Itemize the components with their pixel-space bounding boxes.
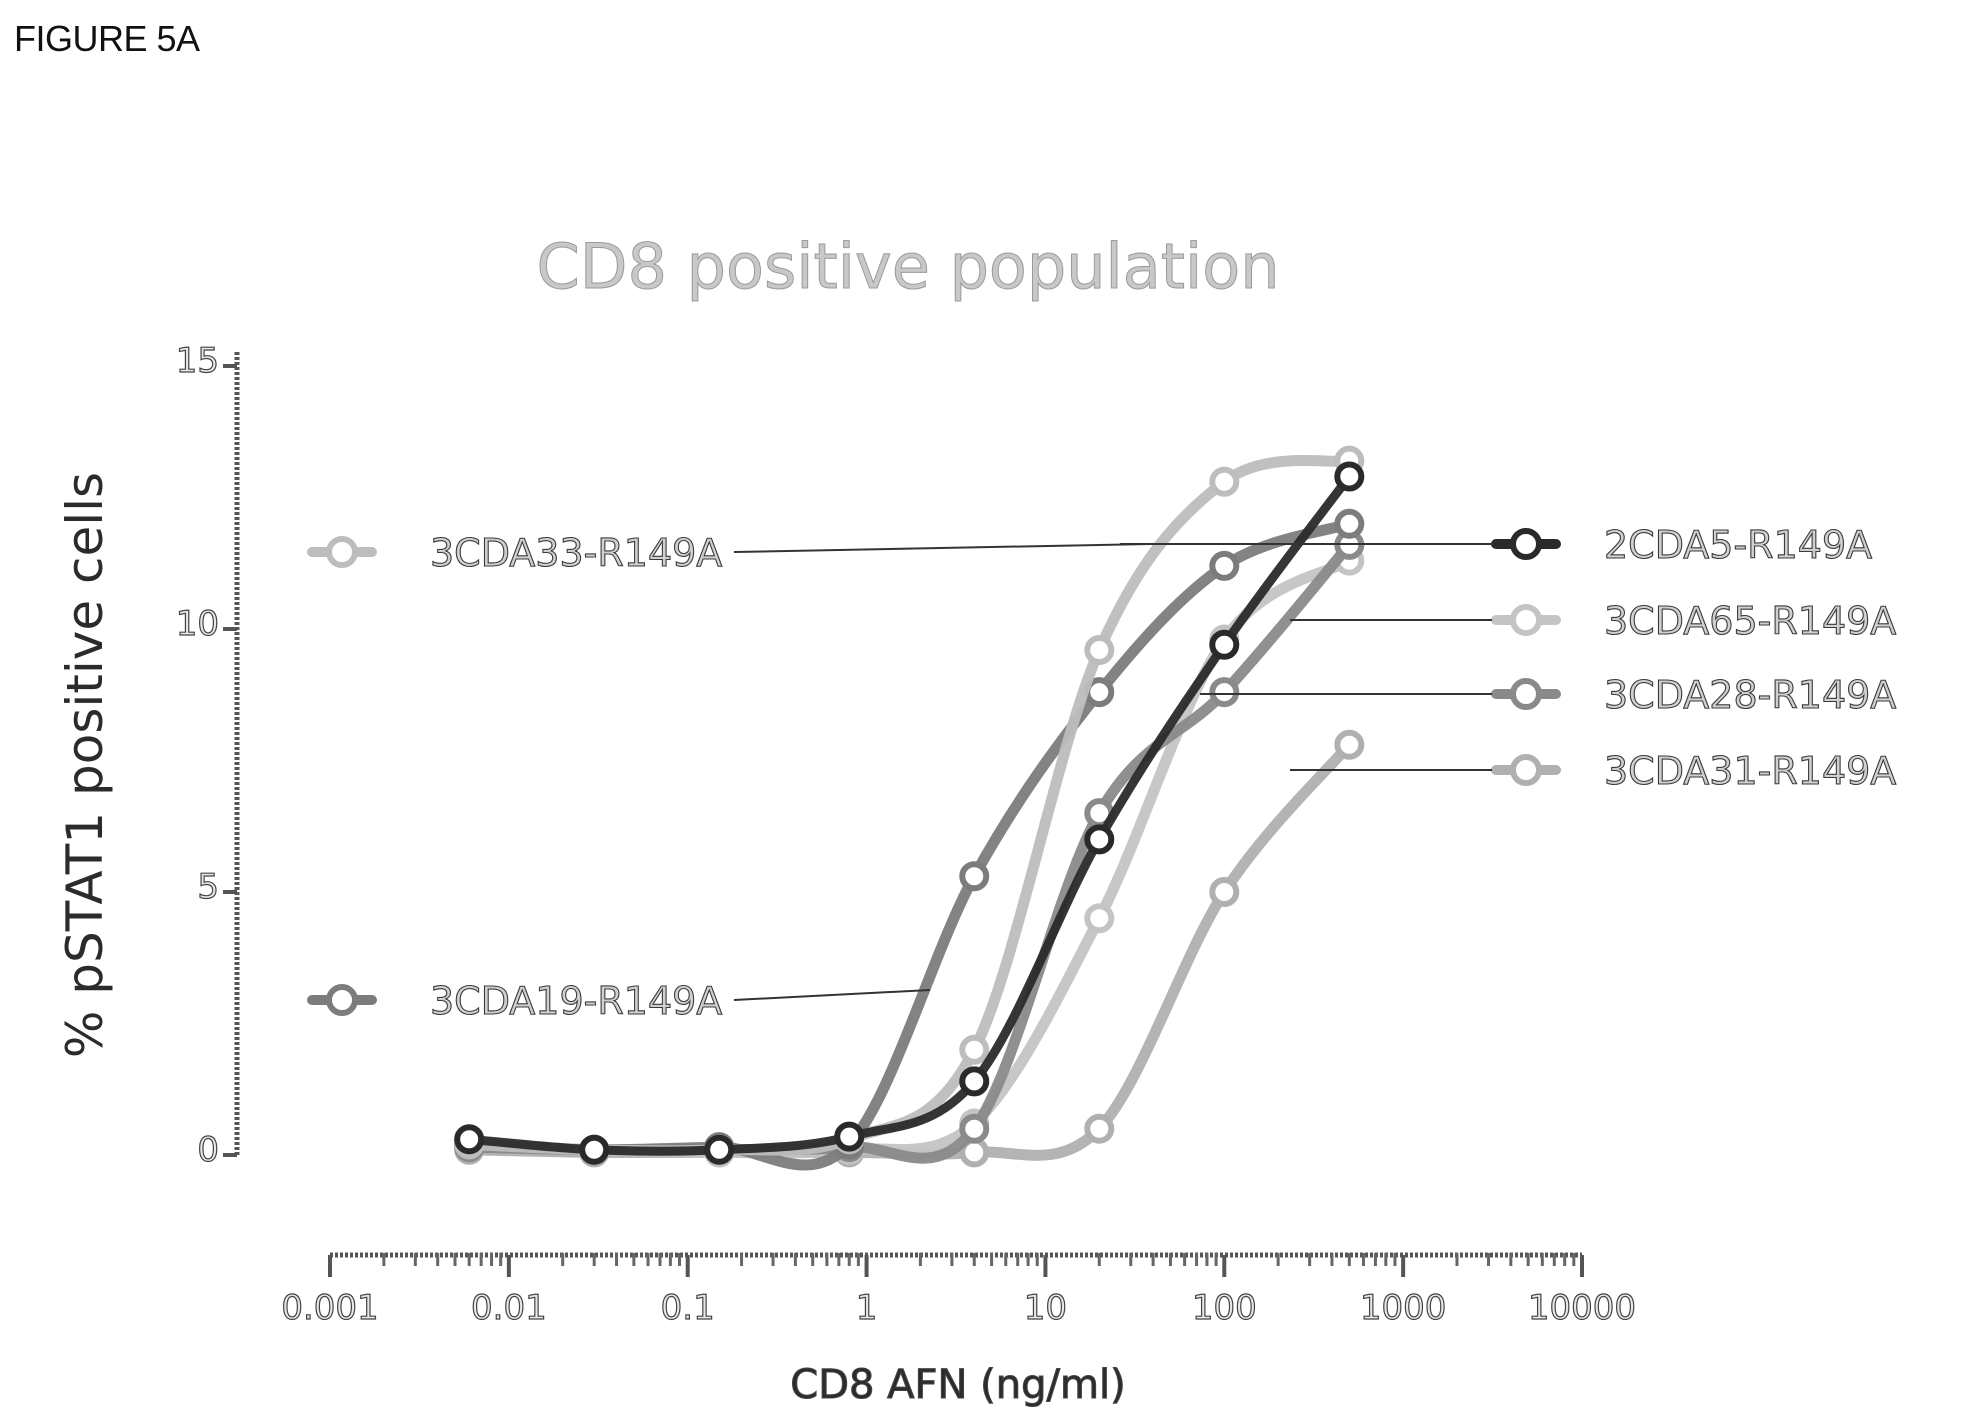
- data-point: [1084, 824, 1115, 855]
- legend-marker: [1510, 678, 1542, 710]
- data-point: [959, 1113, 990, 1144]
- data-point: [1209, 629, 1240, 660]
- x-tick-label: 1000: [1360, 1288, 1447, 1328]
- data-point: [579, 1134, 610, 1165]
- x-tick-label: 0.1: [661, 1288, 715, 1328]
- legend-marker: [1510, 754, 1542, 786]
- legend-entry-3CDA28-R149A: 3CDA28-R149A: [1200, 672, 1897, 718]
- legend-marker: [1510, 604, 1542, 636]
- x-tick-label: 0.01: [471, 1288, 547, 1328]
- data-point: [959, 1066, 990, 1097]
- legend-label: 3CDA31-R149A: [1604, 749, 1896, 793]
- data-point: [704, 1134, 735, 1165]
- series-3CDA19-R149A: [454, 508, 1365, 1171]
- x-tick-label: 10: [1024, 1288, 1067, 1328]
- legend-leader-line: [733, 543, 1151, 553]
- data-point: [1084, 635, 1115, 666]
- x-tick-label: 100: [1192, 1288, 1257, 1328]
- legend-entry-3CDA19-R149A: 3CDA19-R149A: [307, 978, 931, 1024]
- data-point: [1209, 877, 1240, 907]
- data-point: [959, 1034, 990, 1065]
- legend-marker: [326, 984, 358, 1016]
- y-tick-label: 0: [197, 1130, 219, 1170]
- legend-entry-3CDA33-R149A: 3CDA33-R149A: [307, 530, 1151, 576]
- data-point: [1084, 1113, 1115, 1144]
- x-tick-label: 1: [856, 1288, 878, 1328]
- data-point: [834, 1121, 865, 1152]
- data-point: [1209, 466, 1240, 497]
- y-tick-label: 10: [176, 604, 219, 644]
- legend-entry-2CDA5-R149A: 2CDA5-R149A: [1120, 522, 1873, 568]
- legend-marker: [326, 536, 358, 568]
- legend-label: 3CDA28-R149A: [1604, 673, 1896, 717]
- data-point: [1334, 508, 1365, 539]
- series-layer: [454, 445, 1365, 1171]
- y-tick-label: 15: [176, 341, 219, 381]
- x-axis-label: CD8 AFN (ng/ml): [790, 1362, 1125, 1408]
- legend-entry-3CDA31-R149A: 3CDA31-R149A: [1290, 748, 1897, 794]
- data-point: [1334, 729, 1365, 760]
- data-point: [1209, 550, 1240, 581]
- legend-leader-line: [733, 989, 931, 1001]
- legend-entry-3CDA65-R149A: 3CDA65-R149A: [1290, 598, 1897, 644]
- legend-label: 3CDA33-R149A: [430, 531, 722, 575]
- legend: 2CDA5-R149A 3CDA65-R149A 3CDA28-R149A 3CDA3…: [307, 522, 1897, 1024]
- series-line: [463, 518, 1355, 1171]
- data-point: [1334, 461, 1365, 492]
- series-2CDA5-R149A: [454, 461, 1365, 1165]
- x-tick-label: 10000: [1528, 1288, 1636, 1328]
- data-point: [1209, 677, 1240, 708]
- legend-label: 2CDA5-R149A: [1604, 523, 1872, 567]
- y-axis-label: % pSTAT1 positive cells: [56, 472, 114, 1058]
- data-point: [959, 861, 990, 892]
- x-tick-label: 0.001: [281, 1288, 378, 1328]
- legend-label: 3CDA19-R149A: [430, 979, 722, 1023]
- chart-title: CD8 positive population: [536, 230, 1279, 303]
- data-point: [1084, 903, 1115, 934]
- series-3CDA31-R149A: [454, 729, 1365, 1168]
- series-line: [463, 739, 1355, 1161]
- y-tick-label: 5: [197, 867, 219, 907]
- axes: 0 5 10 15 0.001 0.01 0.1 1 10 100 1000 10000: [175, 340, 1637, 1328]
- legend-label: 3CDA65-R149A: [1604, 599, 1896, 643]
- figure-label: FIGURE 5A: [14, 18, 200, 59]
- data-point: [454, 1124, 485, 1155]
- legend-marker: [1510, 528, 1542, 560]
